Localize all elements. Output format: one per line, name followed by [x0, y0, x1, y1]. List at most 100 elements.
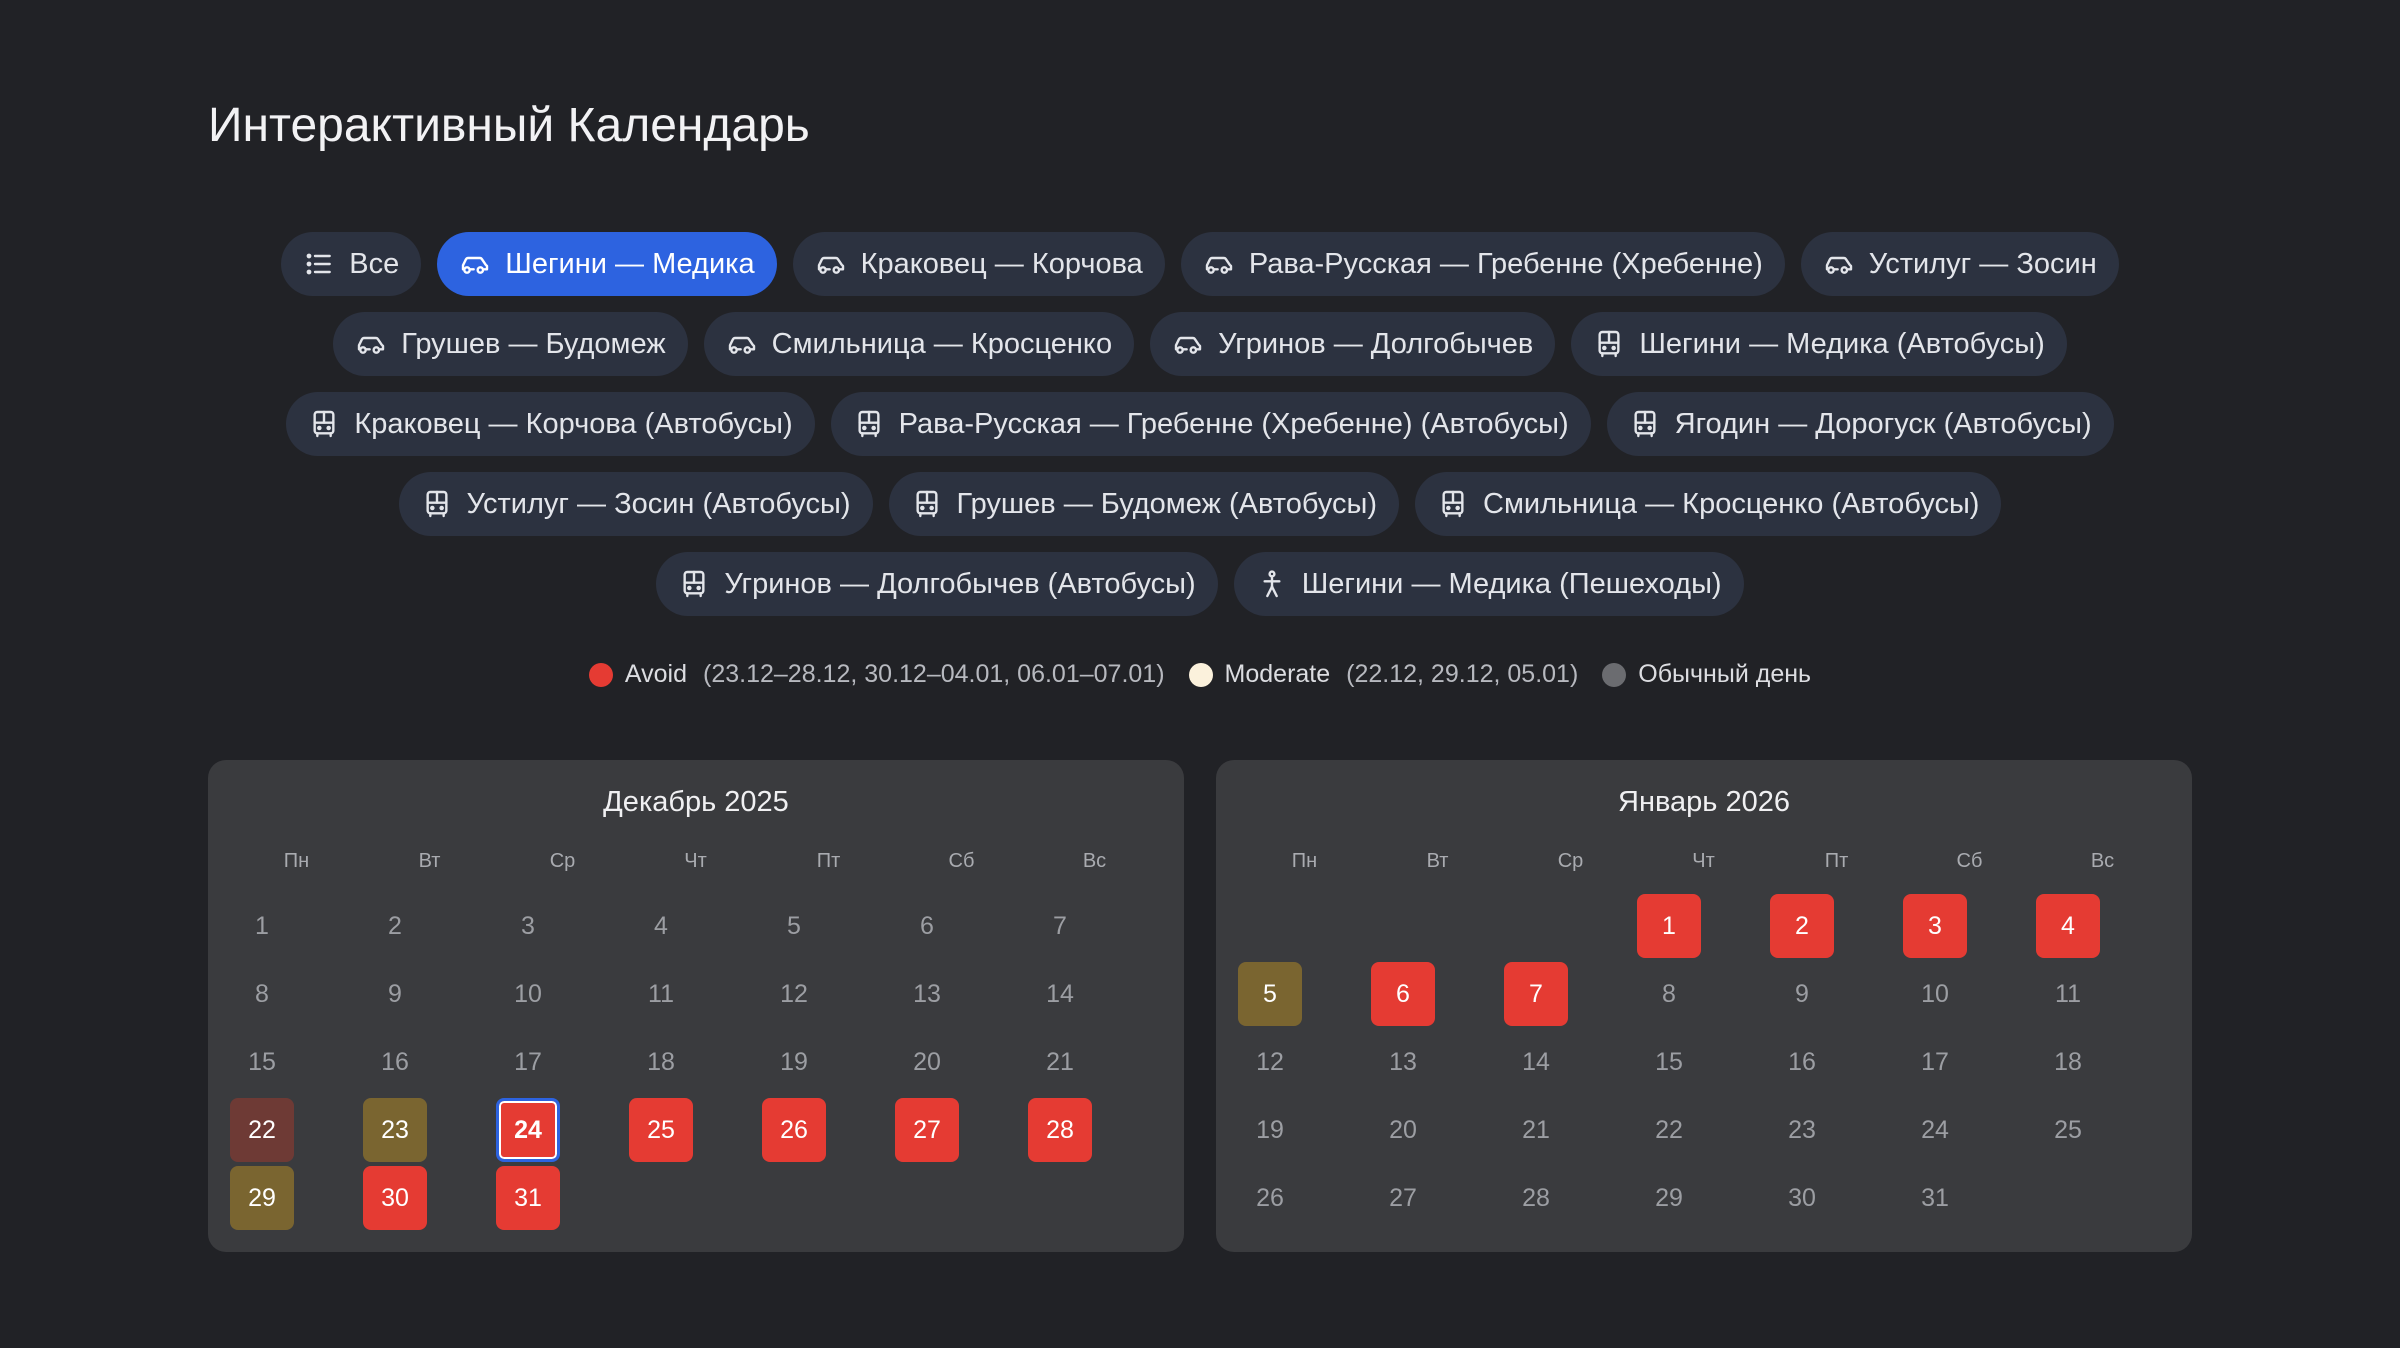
empty-cell: [1504, 894, 1637, 962]
day-cell[interactable]: 1: [255, 911, 269, 940]
day-cell[interactable]: 6: [920, 911, 934, 940]
day-cell[interactable]: 15: [248, 1047, 276, 1076]
day-cell[interactable]: 25: [629, 1098, 693, 1162]
day-cell[interactable]: 20: [913, 1047, 941, 1076]
filter-chip-label: Смильница — Кросценко: [771, 327, 1113, 360]
bus-icon: [1593, 328, 1625, 360]
weekday-label: Пн: [283, 850, 310, 872]
day-cell[interactable]: 12: [1256, 1047, 1284, 1076]
weekday-label: Чт: [684, 850, 707, 872]
day-cell[interactable]: 5: [787, 911, 801, 940]
day-cell[interactable]: 20: [1389, 1115, 1417, 1144]
filter-chip[interactable]: Грушев — Будомеж: [333, 312, 688, 376]
bus-icon: [421, 488, 453, 520]
day-cell[interactable]: 27: [1389, 1183, 1417, 1212]
day-cell[interactable]: 29: [1655, 1183, 1683, 1212]
day-cell[interactable]: 22: [230, 1098, 294, 1162]
day-cell[interactable]: 30: [363, 1166, 427, 1230]
day-cell[interactable]: 4: [654, 911, 668, 940]
day-cell[interactable]: 27: [895, 1098, 959, 1162]
day-cell[interactable]: 17: [514, 1047, 542, 1076]
day-cell[interactable]: 8: [1662, 979, 1676, 1008]
day-cell[interactable]: 23: [1788, 1115, 1816, 1144]
day-cell[interactable]: 13: [913, 979, 941, 1008]
day-cell[interactable]: 26: [762, 1098, 826, 1162]
filter-chip-label: Угринов — Долгобычев (Автобусы): [724, 567, 1196, 600]
day-cell[interactable]: 7: [1053, 911, 1067, 940]
filter-chip[interactable]: Рава-Русская — Гребенне (Хребенне): [1180, 232, 1785, 296]
filter-chip[interactable]: Грушев — Будомеж (Автобусы): [888, 472, 1399, 536]
filter-chip-label: Краковец — Корчова (Автобусы): [354, 407, 793, 440]
filter-row: Устилуг — Зосин (Автобусы) Грушев — Будом…: [398, 472, 2002, 536]
weekday-label: Чт: [1692, 850, 1715, 872]
day-cell[interactable]: 21: [1046, 1047, 1074, 1076]
day-cell[interactable]: 3: [521, 911, 535, 940]
filter-chip[interactable]: Смильница — Кросценко (Автобусы): [1415, 472, 2002, 536]
day-cell[interactable]: 16: [381, 1047, 409, 1076]
day-cell[interactable]: 18: [647, 1047, 675, 1076]
month-january: Январь 2026 Пн Вт Ср Чт Пт Сб Вс 1 2 3 4 5 6 7 8 9 10 11…: [1216, 760, 2192, 1252]
day-cell[interactable]: 31: [1921, 1183, 1949, 1212]
filter-chip[interactable]: Устилуг — Зосин (Автобусы): [398, 472, 873, 536]
day-cell[interactable]: 3: [1903, 894, 1967, 958]
day-cell[interactable]: 21: [1522, 1115, 1550, 1144]
day-cell[interactable]: 31: [496, 1166, 560, 1230]
day-cell[interactable]: 18: [2054, 1047, 2082, 1076]
day-cell[interactable]: 11: [648, 979, 674, 1008]
day-cell[interactable]: 24: [496, 1098, 560, 1162]
filter-chip-label: Устилуг — Зосин: [1868, 247, 2097, 280]
weekday-label: Ср: [549, 850, 576, 872]
day-cell[interactable]: 9: [388, 979, 402, 1008]
filter-chip[interactable]: Все: [281, 232, 422, 296]
day-cell[interactable]: 4: [2036, 894, 2100, 958]
filter-chip[interactable]: Рава-Русская — Гребенне (Хребенне) (Авто…: [830, 392, 1591, 456]
legend-dot: [588, 662, 613, 687]
day-cell[interactable]: 10: [514, 979, 542, 1008]
day-cell[interactable]: 17: [1921, 1047, 1949, 1076]
day-cell[interactable]: 1: [1637, 894, 1701, 958]
day-cell[interactable]: 14: [1046, 979, 1074, 1008]
filter-chip[interactable]: Краковец — Корчова: [792, 232, 1165, 296]
filter-chip[interactable]: Угринов — Долгобычев: [1150, 312, 1556, 376]
filter-chip-label: Устилуг — Зосин (Автобусы): [466, 487, 851, 520]
day-cell[interactable]: 19: [780, 1047, 808, 1076]
filter-chip[interactable]: Устилуг — Зосин: [1800, 232, 2119, 296]
filter-chip[interactable]: Смильница — Кросценко: [703, 312, 1135, 376]
day-cell[interactable]: 10: [1921, 979, 1949, 1008]
day-cell[interactable]: 12: [780, 979, 808, 1008]
day-cell[interactable]: 16: [1788, 1047, 1816, 1076]
day-cell[interactable]: 22: [1655, 1115, 1683, 1144]
day-cell[interactable]: 8: [255, 979, 269, 1008]
day-cell[interactable]: 11: [2055, 979, 2081, 1008]
day-cell[interactable]: 28: [1522, 1183, 1550, 1212]
day-cell[interactable]: 2: [388, 911, 402, 940]
filter-chip[interactable]: Шегини — Медика: [437, 232, 777, 296]
day-cell[interactable]: 26: [1256, 1183, 1284, 1212]
day-cell[interactable]: 7: [1504, 962, 1568, 1026]
day-cell[interactable]: 25: [2054, 1115, 2082, 1144]
day-cell[interactable]: 15: [1655, 1047, 1683, 1076]
filter-chip[interactable]: Угринов — Долгобычев (Автобусы): [656, 552, 1218, 616]
month-december: Декабрь 2025 Пн Вт Ср Чт Пт Сб Вс 1 2 3 4 5 6 7 8 9 10 1…: [208, 760, 1184, 1252]
day-cell[interactable]: 30: [1788, 1183, 1816, 1212]
day-cell[interactable]: 23: [363, 1098, 427, 1162]
filter-chip[interactable]: Шегини — Медика (Автобусы): [1571, 312, 2067, 376]
day-cell[interactable]: 14: [1522, 1047, 1550, 1076]
day-cell[interactable]: 24: [1921, 1115, 1949, 1144]
day-cell[interactable]: 19: [1256, 1115, 1284, 1144]
days-grid: 1 2 3 4 5 6 7 8 9 10 11 12 13 14 15 16 17 18 19 20 21 22 23 24 2…: [230, 894, 1161, 1234]
legend-dot: [1602, 662, 1627, 687]
filter-chip-label: Все: [349, 247, 400, 280]
filter-chip[interactable]: Шегини — Медика (Пешеходы): [1233, 552, 1744, 616]
filter-chip[interactable]: Ягодин — Дорогуск (Автобусы): [1606, 392, 2114, 456]
day-cell[interactable]: 5: [1238, 962, 1302, 1026]
filter-chip-label: Ягодин — Дорогуск (Автобусы): [1674, 407, 2092, 440]
day-cell[interactable]: 13: [1389, 1047, 1417, 1076]
day-cell[interactable]: 9: [1795, 979, 1809, 1008]
day-cell[interactable]: 2: [1770, 894, 1834, 958]
day-cell[interactable]: 6: [1371, 962, 1435, 1026]
day-cell[interactable]: 28: [1028, 1098, 1092, 1162]
filter-chip[interactable]: Краковец — Корчова (Автобусы): [286, 392, 815, 456]
day-cell[interactable]: 29: [230, 1166, 294, 1230]
